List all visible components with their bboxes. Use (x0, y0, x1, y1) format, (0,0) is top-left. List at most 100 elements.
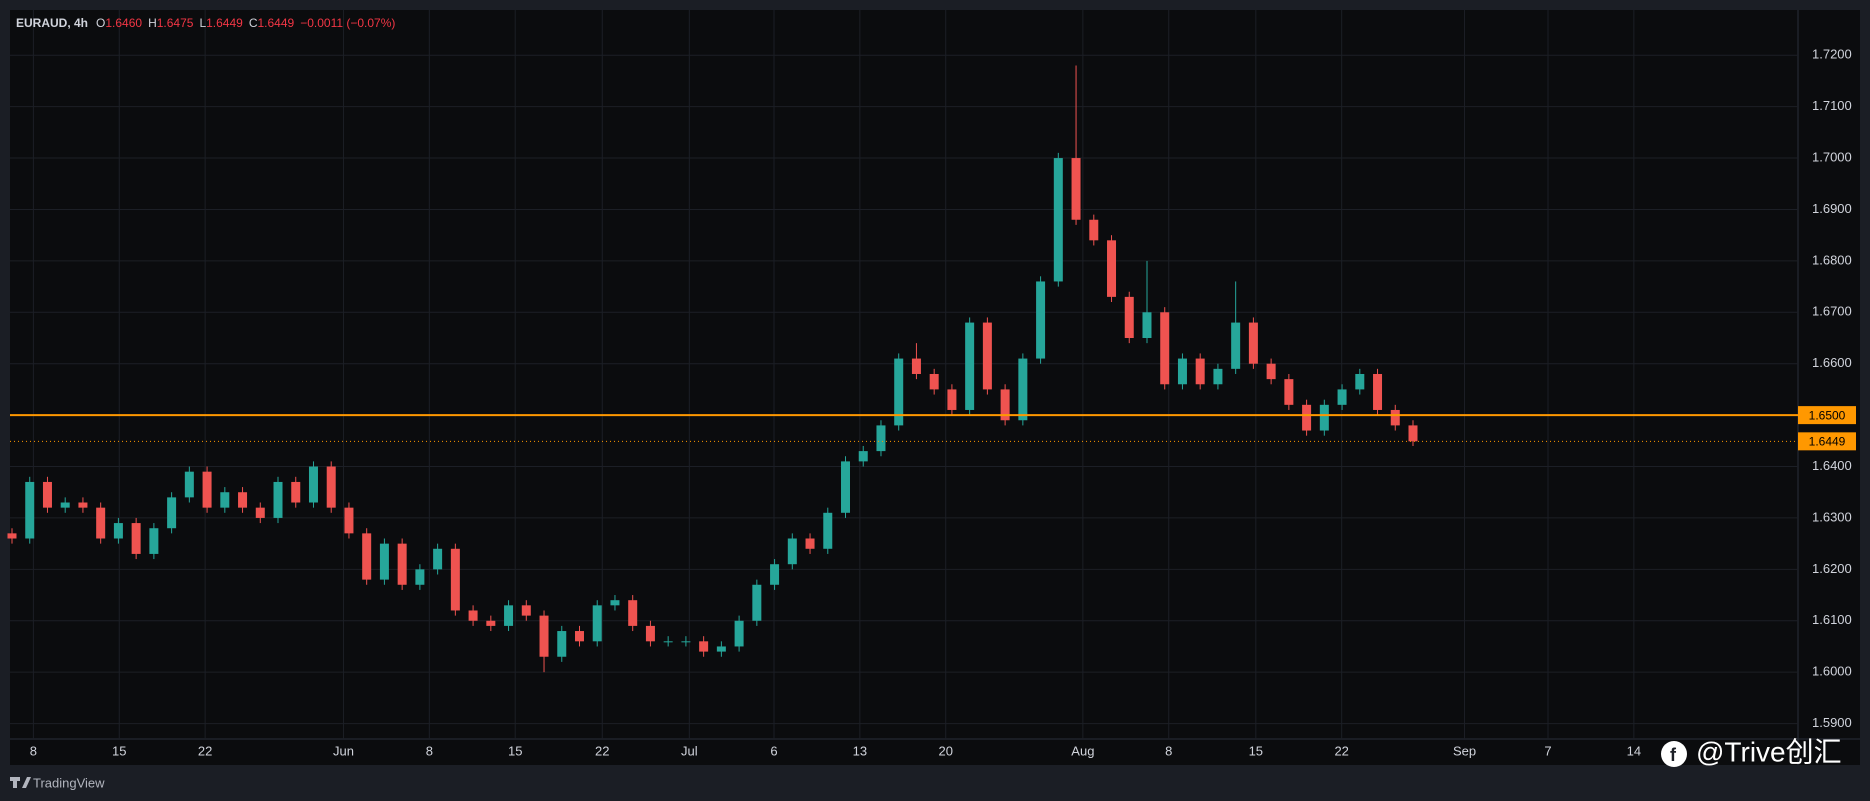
candle-body (1319, 404, 1329, 431)
candle-body (1408, 425, 1418, 442)
x-tick-label: 8 (30, 743, 37, 758)
tradingview-logo: TradingView (10, 775, 105, 790)
candle-body (149, 528, 159, 554)
x-tick-label: 13 (853, 743, 867, 758)
candle-body (344, 507, 354, 534)
y-tick-label: 1.7000 (1812, 149, 1852, 164)
candle-body (1018, 358, 1028, 421)
logo-icon (10, 777, 31, 788)
candle-body (1231, 322, 1241, 369)
candle-body (521, 605, 531, 616)
candle-body (202, 471, 212, 508)
candle-body (982, 322, 992, 390)
candle-body (929, 373, 939, 390)
y-tick-label: 1.6400 (1812, 458, 1852, 473)
candle-body (663, 641, 673, 643)
y-tick-label: 1.6600 (1812, 355, 1852, 370)
candle-body (308, 466, 318, 503)
candle-body (96, 507, 106, 539)
x-tick-label: 15 (1249, 743, 1263, 758)
y-tick-label: 1.5900 (1812, 715, 1852, 730)
candle-body (1053, 158, 1063, 282)
candle-body (770, 564, 780, 585)
x-tick-label: 15 (508, 743, 522, 758)
symbol: EURAUD, 4h (16, 16, 89, 30)
ohlc-value: 1.6475 (156, 16, 194, 30)
x-tick-label: 8 (426, 743, 433, 758)
candle-body (167, 497, 177, 529)
price-label: 1.6500 (1809, 408, 1846, 422)
candle-body (699, 641, 709, 652)
x-tick-label: Jun (333, 743, 354, 758)
x-tick-label: 15 (112, 743, 126, 758)
brand: TradingView (33, 775, 105, 790)
x-tick-label: Aug (1071, 743, 1094, 758)
y-tick-label: 1.6000 (1812, 664, 1852, 679)
candle-body (504, 605, 514, 626)
candle-body (645, 625, 655, 642)
y-tick-label: 1.6800 (1812, 252, 1852, 267)
ohlc-label: C (248, 16, 258, 30)
candle-body (841, 461, 851, 513)
candle-body (184, 471, 194, 498)
y-tick-label: 1.6300 (1812, 509, 1852, 524)
x-tick-label: 22 (198, 743, 212, 758)
legend-header: EURAUD, 4h O1.6460 H1.6475 L1.6449 C1.6449 −0… (16, 16, 401, 30)
candle-body (1373, 373, 1383, 410)
price-label-box (1798, 406, 1856, 425)
candle-body (858, 451, 868, 462)
candle-body (273, 481, 283, 518)
candle-body (433, 548, 443, 570)
x-tick-label: 20 (938, 743, 952, 758)
candle-body (1071, 158, 1081, 220)
candle-body (78, 502, 88, 508)
y-tick-label: 1.6100 (1812, 612, 1852, 627)
candle-body (291, 481, 301, 503)
facebook-f: f (1670, 745, 1677, 765)
candle-body (557, 631, 567, 657)
candle-body (131, 523, 141, 554)
x-tick-label: Sep (1453, 743, 1476, 758)
x-tick-label: 22 (595, 743, 609, 758)
candle-body (610, 600, 620, 606)
candle-body (1390, 409, 1400, 426)
candle-body (1107, 240, 1117, 297)
ohlc-value: −0.0011 (−0.07%) (300, 16, 396, 30)
x-tick-label: Jul (681, 743, 698, 758)
candle-body (574, 631, 584, 642)
ohlc-value: 1.6449 (206, 16, 243, 30)
y-tick-label: 1.7200 (1812, 47, 1852, 62)
candle-body (592, 605, 602, 642)
candle-body (1036, 281, 1046, 359)
candle-body (894, 358, 904, 426)
ohlc-value: 1.6460 (105, 16, 143, 30)
candle-body (965, 322, 975, 410)
candle-body (1124, 296, 1134, 338)
candle-body (1302, 404, 1312, 431)
candle-body (1337, 389, 1347, 405)
candle-body (1213, 368, 1223, 385)
candle-body (787, 538, 797, 565)
x-tick-label: 14 (1627, 743, 1641, 758)
ohlc-value: 1.6449 (257, 16, 295, 30)
y-tick-label: 1.6700 (1812, 304, 1852, 319)
candle-body (539, 615, 549, 657)
candle-body (397, 543, 407, 585)
watermark: @Trive创汇 (1696, 736, 1842, 767)
candle-body (1284, 379, 1294, 405)
candle-body (113, 523, 123, 539)
candle-body (1000, 389, 1010, 421)
ohlc-label: H (148, 16, 157, 30)
candle-body (1089, 219, 1099, 241)
candle-body (805, 538, 815, 549)
facebook-icon (1661, 741, 1687, 767)
candle-body (255, 507, 265, 518)
x-tick-label: 22 (1334, 743, 1348, 758)
candle-body (716, 646, 726, 652)
x-tick-label: 7 (1544, 743, 1551, 758)
candle-body (379, 543, 389, 580)
candle-body (628, 600, 638, 626)
candle-body (415, 569, 425, 585)
